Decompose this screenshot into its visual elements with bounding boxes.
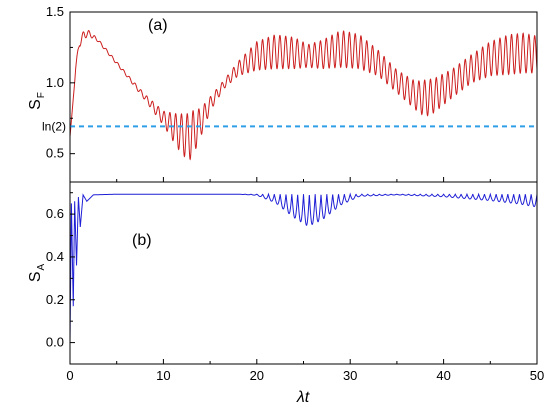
- panel-a-ylabel: SF: [27, 92, 47, 110]
- panel-b-ylabel: SA: [27, 264, 47, 283]
- x-axis-label: λt: [296, 389, 310, 406]
- panel-b-ylabel-main: S: [27, 272, 44, 283]
- panel-b-ylabel-sub: A: [36, 264, 47, 271]
- x-tick-label: 50: [530, 368, 544, 383]
- svg-text:SA: SA: [27, 264, 47, 283]
- panel-b-ytick-label: 0.6: [46, 206, 64, 221]
- panel-a-series: [69, 29, 538, 161]
- svg-text:SF: SF: [27, 92, 47, 110]
- panel-b-series: [69, 192, 538, 343]
- panel-a-ylabel-sub: F: [36, 92, 47, 98]
- x-tick-label: 30: [343, 368, 357, 383]
- panel-a-ylabel-main: S: [27, 99, 44, 110]
- panel-a-label: (a): [148, 17, 168, 34]
- panel-b-ytick-label: 0.0: [46, 335, 64, 350]
- panel-b: 0.0 0.2 0.4 0.6 0 10 20 30 40 50 (b) SA λt: [27, 181, 544, 406]
- x-tick-label: 10: [156, 368, 170, 383]
- panel-b-ytick-label: 0.2: [46, 292, 64, 307]
- panel-a-series-line: [69, 29, 538, 161]
- panel-a: ln(2) 0.5 1.0 1.5 (a) SF: [27, 4, 538, 183]
- panel-a-ticks: 0.5 1.0 1.5: [46, 4, 538, 182]
- panel-a-ytick-label: 0.5: [46, 146, 64, 161]
- panel-b-ytick-label: 0.4: [46, 249, 64, 264]
- panel-b-ticks: 0.0 0.2 0.4 0.6 0 10 20 30 40 50: [46, 192, 544, 383]
- panel-b-frame: [69, 181, 538, 365]
- panel-a-ytick-label: 1.5: [46, 4, 64, 19]
- x-tick-label: 40: [436, 368, 450, 383]
- panel-b-series-line: [69, 192, 538, 343]
- panel-a-ytick-label: 1.0: [46, 75, 64, 90]
- panel-a-frame: [69, 11, 538, 183]
- x-tick-label: 0: [66, 368, 73, 383]
- x-tick-label: 20: [250, 368, 264, 383]
- panel-a-ref-label: ln(2): [42, 119, 66, 133]
- panel-b-label: (b): [132, 232, 152, 249]
